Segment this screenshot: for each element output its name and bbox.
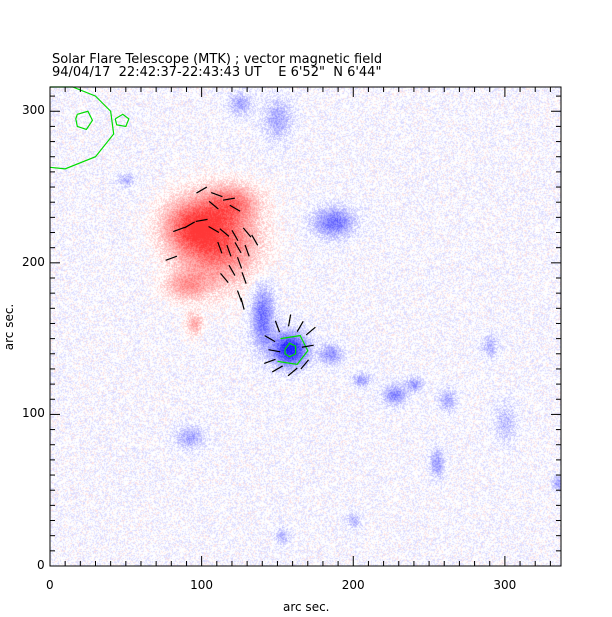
transverse-field-vector <box>229 204 241 212</box>
transverse-field-vector <box>208 200 219 210</box>
magnetogram-image <box>50 87 561 566</box>
y-axis-label: arc sec. <box>2 303 17 351</box>
transverse-field-vector <box>234 242 242 254</box>
x-tick-label: 200 <box>341 578 365 592</box>
transverse-field-vector <box>242 227 252 238</box>
transverse-field-vector <box>300 359 310 370</box>
y-tick-label: 200 <box>22 254 45 269</box>
transverse-field-vector <box>287 367 298 377</box>
transverse-field-vector <box>241 272 247 284</box>
transverse-field-vector <box>240 297 245 310</box>
transverse-field-vector <box>287 314 292 327</box>
transverse-field-vector <box>210 192 223 198</box>
transverse-field-vector <box>195 218 208 223</box>
chart-subtitle: 94/04/17 22:42:37-22:43:43 UT E 6'52" N … <box>52 65 382 80</box>
transverse-field-vector <box>226 244 232 257</box>
field-contour <box>284 342 297 358</box>
field-contour <box>75 110 94 131</box>
chart-title: Solar Flare Telescope (MTK) ; vector mag… <box>52 52 383 67</box>
transverse-field-vector <box>236 290 243 303</box>
transverse-field-vector <box>296 321 304 332</box>
transverse-field-vector <box>219 228 230 237</box>
transverse-field-vector <box>173 226 185 233</box>
y-tick-label: 0 <box>37 558 45 572</box>
transverse-field-vector <box>236 256 243 269</box>
transverse-field-vector <box>251 234 259 246</box>
y-tick-label: 100 <box>22 406 45 421</box>
transverse-field-vector <box>222 197 235 201</box>
x-tick-label: 300 <box>493 578 517 592</box>
transverse-field-vector <box>228 264 236 276</box>
transverse-field-vector <box>220 273 229 283</box>
x-axis-label: arc sec. <box>283 600 330 614</box>
transverse-field-vector <box>268 349 281 353</box>
transverse-field-vector <box>196 186 208 194</box>
y-tick-label: 300 <box>22 103 45 118</box>
transverse-field-vector <box>231 230 239 242</box>
transverse-field-vector <box>217 241 223 254</box>
transverse-field-vector <box>301 344 314 348</box>
transverse-field-vector <box>264 358 276 364</box>
transverse-field-vector <box>208 225 220 234</box>
plot-frame <box>49 86 562 567</box>
field-contour <box>114 113 130 128</box>
transverse-field-vector <box>271 365 283 373</box>
transverse-field-vector <box>244 244 250 257</box>
transverse-field-vector <box>264 335 276 343</box>
transverse-field-vector <box>184 221 195 229</box>
field-contour <box>277 334 309 366</box>
x-tick-label: 0 <box>46 578 54 592</box>
transverse-field-vector <box>274 320 281 333</box>
transverse-field-vector <box>165 255 178 261</box>
transverse-field-vector <box>305 326 316 336</box>
x-tick-label: 100 <box>190 578 214 592</box>
field-contour <box>49 86 115 170</box>
